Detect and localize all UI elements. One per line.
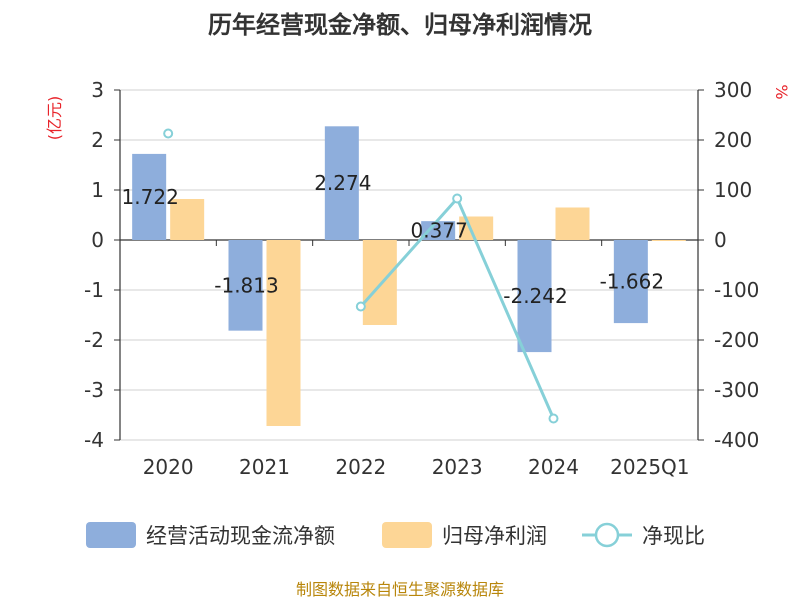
net-profit-bar bbox=[170, 199, 205, 240]
left-tick-label: -4 bbox=[84, 428, 104, 452]
legend-swatch bbox=[382, 522, 432, 548]
cashflow-data-label: -2.242 bbox=[503, 284, 567, 308]
cashflow-bar bbox=[324, 126, 359, 240]
cashflow-bar bbox=[517, 240, 552, 353]
right-tick-label: 100 bbox=[714, 178, 752, 202]
bars bbox=[132, 126, 686, 426]
cashflow-bar bbox=[421, 221, 456, 240]
right-tick-label: -200 bbox=[714, 328, 759, 352]
ratio-point bbox=[452, 193, 463, 204]
category-label: 2021 bbox=[239, 455, 290, 479]
net-profit-bar bbox=[266, 240, 301, 426]
cashflow-data-label: 1.722 bbox=[122, 185, 179, 209]
right-tick-label: -300 bbox=[714, 378, 759, 402]
category-label: 2025Q1 bbox=[610, 455, 689, 479]
cashflow-data-label: 0.377 bbox=[411, 219, 468, 243]
legend-label: 经营活动现金流净额 bbox=[146, 524, 335, 548]
ratio-point bbox=[163, 128, 174, 139]
legend-label: 净现比 bbox=[642, 524, 705, 548]
ratio-point bbox=[355, 301, 366, 312]
net-profit-bar bbox=[651, 240, 686, 241]
right-tick-label: -400 bbox=[714, 428, 759, 452]
left-tick-label: -1 bbox=[84, 278, 104, 302]
right-tick-label: 200 bbox=[714, 128, 752, 152]
cashflow-bar bbox=[613, 240, 648, 324]
left-axis-unit: (亿元) bbox=[45, 96, 64, 141]
right-tick-label: -100 bbox=[714, 278, 759, 302]
net-profit-bar bbox=[362, 240, 397, 325]
right-tick-label: 300 bbox=[714, 78, 752, 102]
cashflow-data-label: -1.662 bbox=[600, 270, 664, 294]
net-profit-bar bbox=[555, 207, 590, 240]
legend-label: 归母净利润 bbox=[442, 524, 547, 548]
legend: 经营活动现金流净额 归母净利润 净现比 bbox=[86, 522, 705, 548]
right-tick-label: 0 bbox=[714, 228, 727, 252]
left-tick-label: -2 bbox=[84, 328, 104, 352]
ratio-point bbox=[548, 413, 559, 424]
ratio-line bbox=[163, 128, 559, 424]
category-label: 2023 bbox=[432, 455, 483, 479]
cashflow-bar bbox=[132, 153, 167, 240]
axes: 3 300 2 200 1 100 0 0 -1 -100 -2 -200 -3 -300 -4 -400 20… bbox=[84, 78, 759, 479]
legend-marker bbox=[594, 522, 620, 548]
source-text: 制图数据来自恒生聚源数据库 bbox=[296, 580, 504, 599]
left-tick-label: -3 bbox=[84, 378, 104, 402]
left-tick-label: 1 bbox=[91, 178, 104, 202]
right-axis-unit: % bbox=[772, 84, 791, 99]
data-labels: 1.722 -1.813 2.274 0.377 -2.242 -1.662 bbox=[122, 171, 665, 308]
gridlines bbox=[120, 89, 698, 441]
left-tick-label: 0 bbox=[91, 228, 104, 252]
cashflow-bar bbox=[228, 240, 263, 331]
left-tick-label: 2 bbox=[91, 128, 104, 152]
cashflow-data-label: -1.813 bbox=[214, 273, 278, 297]
legend-swatch bbox=[86, 522, 136, 548]
category-label: 2022 bbox=[335, 455, 386, 479]
category-label: 2020 bbox=[143, 455, 194, 479]
cashflow-data-label: 2.274 bbox=[314, 171, 371, 195]
left-tick-label: 3 bbox=[91, 78, 104, 102]
category-label: 2024 bbox=[528, 455, 579, 479]
chart-title: 历年经营现金净额、归母净利润情况 bbox=[208, 11, 592, 39]
